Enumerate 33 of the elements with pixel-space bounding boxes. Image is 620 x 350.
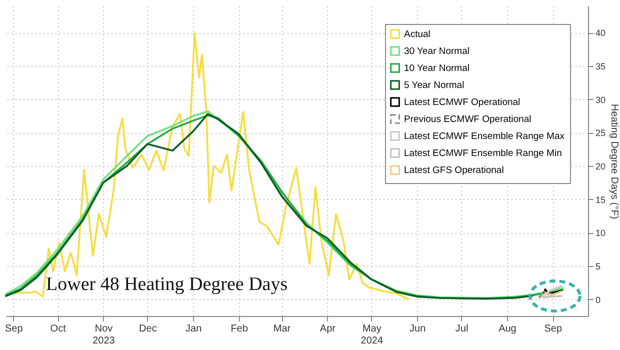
x-tick-label: Apr [320, 324, 336, 334]
y-tick-label: 10 [596, 228, 606, 238]
legend-label: Latest ECMWF Ensemble Range Max [404, 131, 565, 142]
y-tick-label: 20 [596, 162, 606, 172]
x-tick-label: Jun [410, 324, 426, 334]
y-tick-label: 5 [596, 262, 601, 272]
y-tick-label: 40 [596, 28, 606, 38]
x-tick-label: Jul [455, 324, 468, 334]
x-tick-label: Nov 2023 [92, 324, 116, 346]
x-tick-label: Feb [230, 324, 248, 334]
y-tick-label: 15 [596, 194, 606, 205]
x-tick-label: Aug [498, 324, 516, 334]
legend-label: 10 Year Normal [404, 63, 470, 74]
x-tick-label: Sep [4, 324, 24, 334]
text: Lower 48 Heating Degree Days [46, 274, 288, 295]
x-tick-label: Mar [273, 324, 292, 334]
legend-label: Latest ECMWF Ensemble Range Min [404, 148, 562, 159]
y-tick-label: 30 [596, 94, 606, 105]
x-tick-label: Dec [139, 324, 157, 334]
y-tick-label: 35 [596, 62, 606, 72]
x-tick-label: Oct [50, 324, 66, 334]
x-tick-label: Sep [544, 324, 562, 334]
y-axis-title: Heating Degree Days (°F) [608, 104, 620, 220]
x-tick-label: Jan [186, 324, 202, 334]
legend-label: Actual [404, 29, 430, 40]
legend-label: 30 Year Normal [404, 46, 470, 57]
legend-label: Latest ECMWF Operational [404, 97, 520, 108]
y-tick-label: 0 [596, 294, 601, 305]
legend-label: 5 Year Normal [404, 80, 464, 91]
legend-label: Latest GFS Operational [404, 165, 504, 176]
x-tick-label: May 2024 [360, 324, 384, 346]
legend-label: Previous ECMWF Operational [404, 114, 532, 125]
y-tick-label: 25 [596, 128, 606, 138]
